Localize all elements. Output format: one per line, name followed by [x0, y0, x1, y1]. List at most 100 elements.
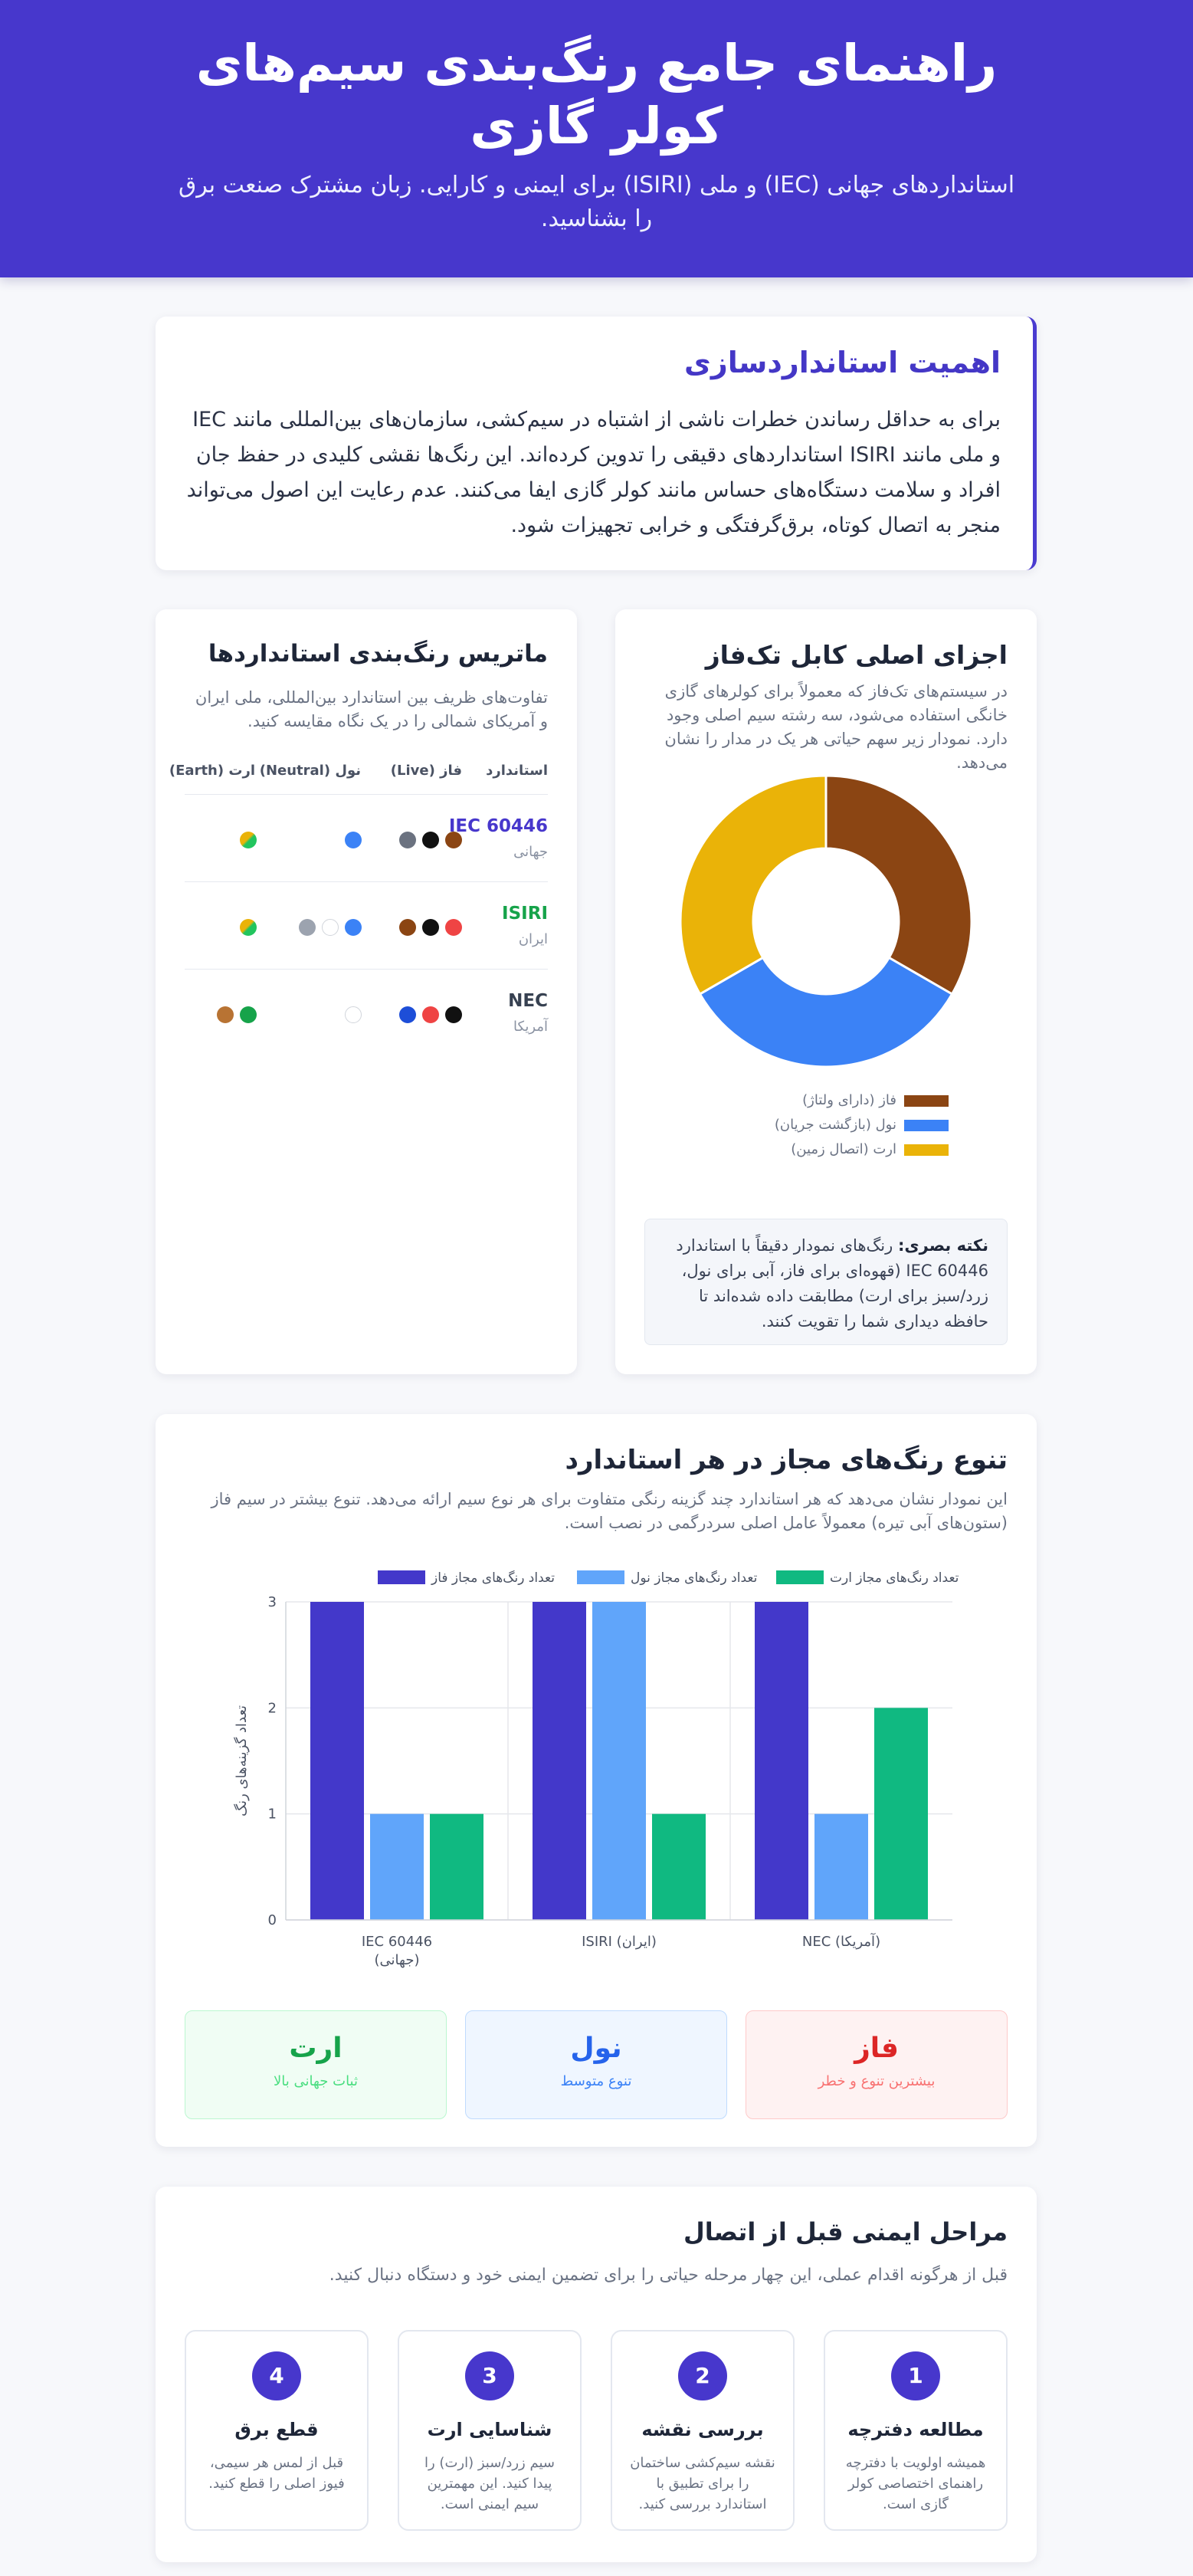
matrix-header-earth: ارت (Earth)	[169, 763, 255, 779]
legend-swatch	[904, 1144, 949, 1156]
bar	[874, 1708, 928, 1920]
step-card: 3 شناسایی ارت سیم زرد/سبز (ارت) را پیدا …	[398, 2330, 582, 2531]
x-tick-label: IEC 60446	[362, 1934, 432, 1950]
summary-earth-title: ارت	[289, 2033, 342, 2064]
summary-neutral-title: نول	[570, 2033, 622, 2064]
summary-live-sub: بیشترین تنوع و خطر	[818, 2073, 936, 2089]
bar	[310, 1602, 364, 1920]
components-title: اجزای اصلی کابل تک‌فاز	[705, 640, 1008, 670]
bar	[814, 1813, 868, 1920]
legend-swatch	[904, 1120, 949, 1131]
step-card: 1 مطالعه دفترچه همیشه اولویت با دفترچه ر…	[824, 2330, 1008, 2531]
page-subtitle: استانداردهای جهانی (IEC) و ملی (ISIRI) ب…	[178, 172, 1015, 232]
color-dot	[240, 832, 257, 848]
bar	[533, 1602, 586, 1920]
summary-live-title: فاز	[854, 2033, 899, 2064]
bar	[755, 1602, 808, 1920]
summary-neutral: نول تنوع متوسط	[465, 2010, 727, 2119]
step-number: 1	[891, 2351, 940, 2400]
donut-chart	[679, 774, 973, 1068]
color-dot	[399, 1006, 416, 1023]
earth-colors	[240, 832, 257, 848]
color-dot	[445, 1006, 462, 1023]
steps-title: مراحل ایمنی قبل از اتصال	[683, 2217, 1008, 2246]
step-title: شناسایی ارت	[427, 2419, 552, 2440]
color-dot	[422, 832, 439, 848]
y-tick-label: 1	[268, 1806, 277, 1823]
bar-legend-item: تعداد رنگ‌های مجاز ارت	[776, 1570, 959, 1586]
matrix-header-neutral: نول (Neutral)	[259, 763, 361, 779]
summary-live: فاز بیشترین تنوع و خطر	[746, 2010, 1008, 2119]
color-dot	[240, 1006, 257, 1023]
step-title: بررسی نقشه	[641, 2419, 764, 2440]
color-dot	[322, 919, 339, 936]
step-number: 2	[678, 2351, 727, 2400]
step-title: مطالعه دفترچه	[847, 2419, 984, 2440]
page-title: راهنمای جامع رنگ‌بندی سیم‌های کولر گازی	[195, 34, 998, 156]
step-title: قطع برق	[234, 2419, 319, 2440]
color-dot	[445, 919, 462, 936]
importance-title: اهمیت استانداردسازی	[684, 346, 1001, 379]
standard-name: NEC	[508, 991, 548, 1011]
earth-colors	[217, 1006, 257, 1023]
step-card: 2 بررسی نقشه نقشه سیم‌کشی ساختمان را برا…	[611, 2330, 795, 2531]
summary-earth-sub: ثبات جهانی بالا	[274, 2073, 358, 2089]
legend-label: فاز (دارای ولتاژ)	[802, 1092, 896, 1108]
live-colors	[399, 832, 462, 848]
importance-card: اهمیت استانداردسازی برای به حداقل رساندن…	[156, 317, 1037, 570]
color-dot	[399, 919, 416, 936]
earth-colors	[240, 919, 257, 936]
x-tick-label: NEC (آمریکا)	[802, 1932, 880, 1950]
neutral-colors	[345, 832, 362, 848]
standard-region: ایران	[518, 931, 548, 947]
summary-neutral-sub: تنوع متوسط	[560, 2073, 632, 2089]
color-dot	[345, 832, 362, 848]
components-card: اجزای اصلی کابل تک‌فاز در سیستم‌های تک‌ف…	[615, 609, 1037, 1374]
bar	[652, 1813, 706, 1920]
donut-slice	[824, 774, 973, 996]
diversity-card: تنوع رنگ‌های مجاز در هر استاندارد این نم…	[156, 1414, 1037, 2147]
steps-description: قبل از هرگونه اقدام عملی، این چهار مرحله…	[329, 2266, 1008, 2285]
x-tick-label: ISIRI (ایران)	[582, 1934, 657, 1950]
y-tick-label: 2	[268, 1700, 277, 1716]
standard-region: آمریکا	[513, 1019, 548, 1035]
x-tick-label: (جهانی)	[375, 1952, 420, 1968]
color-dot	[299, 919, 316, 936]
bar-legend-swatch	[776, 1570, 824, 1584]
y-tick-label: 3	[268, 1594, 277, 1610]
step-text: نقشه سیم‌کشی ساختمان را برای تطبیق با اس…	[630, 2455, 775, 2512]
color-dot	[422, 919, 439, 936]
step-number: 4	[252, 2351, 301, 2400]
diversity-description: این نمودار نشان می‌دهد که هر استاندارد چ…	[211, 1490, 1008, 1532]
bar	[430, 1813, 483, 1920]
legend-item: ارت (اتصال زمین)	[749, 1141, 949, 1158]
importance-body: برای به حداقل رساندن خطرات ناشی از اشتبا…	[186, 408, 1001, 537]
visual-note-text: رنگ‌های نمودار دقیقاً با استاندارد IEC 6…	[676, 1236, 988, 1331]
legend-item: فاز (دارای ولتاژ)	[749, 1092, 949, 1109]
bar-legend-label: تعداد رنگ‌های مجاز نول	[631, 1570, 758, 1586]
donut-legend: فاز (دارای ولتاژ) نول (بازگشت جریان) ارت (…	[749, 1092, 949, 1166]
step-text: قبل از لمس هر سیمی، فیوز اصلی را قطع کنی…	[208, 2455, 345, 2492]
live-colors	[399, 919, 462, 936]
bar-legend-label: تعداد رنگ‌های مجاز ارت	[830, 1570, 959, 1586]
standard-region: جهانی	[513, 844, 548, 860]
color-dot	[345, 919, 362, 936]
donut-slice	[698, 956, 954, 1068]
standard-name: IEC 60446	[448, 816, 548, 836]
bar-legend-swatch	[577, 1570, 624, 1584]
standard-name: ISIRI	[502, 904, 548, 924]
donut-slice	[679, 774, 828, 996]
matrix-title: ماتریس رنگ‌بندی استانداردها	[208, 640, 548, 668]
diversity-title: تنوع رنگ‌های مجاز در هر استاندارد	[565, 1445, 1008, 1475]
matrix-description: تفاوت‌های ظریف بین استاندارد بین‌المللی،…	[195, 688, 548, 730]
bar	[592, 1602, 646, 1920]
color-dot	[399, 832, 416, 848]
step-text: همیشه اولویت با دفترچه راهنمای اختصاصی ک…	[845, 2455, 986, 2512]
summary-earth: ارت ثبات جهانی بالا	[185, 2010, 447, 2119]
color-dot	[345, 1006, 362, 1023]
bar	[370, 1813, 424, 1920]
matrix-header-standard: استاندارد	[486, 763, 548, 779]
color-dot	[445, 832, 462, 848]
components-description: در سیستم‌های تک‌فاز که معمولاً برای کولر…	[664, 682, 1008, 772]
y-tick-label: 0	[268, 1912, 277, 1928]
